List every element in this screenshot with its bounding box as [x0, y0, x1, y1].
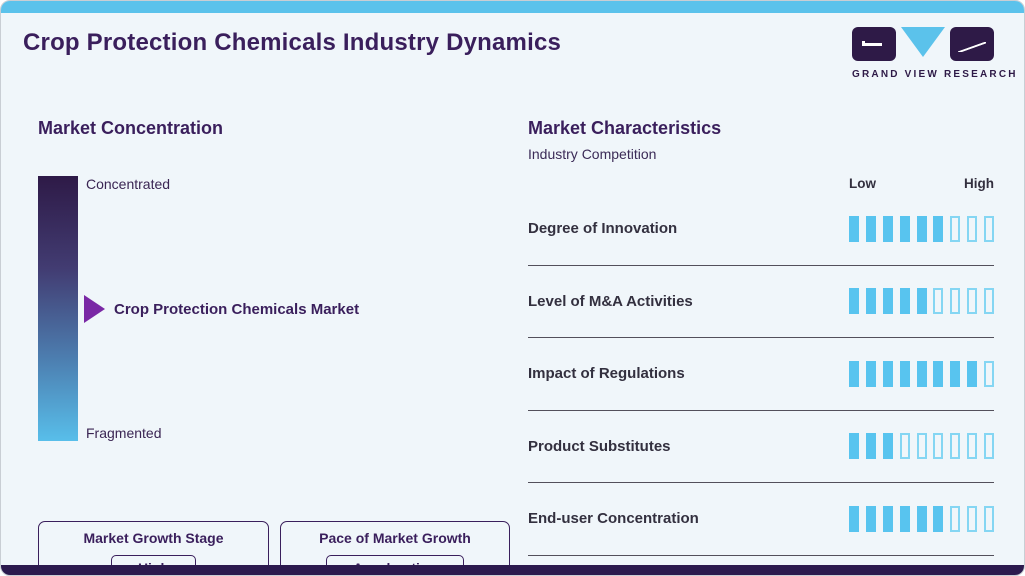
brand-logo: GRAND VIEW RESEARCH [852, 27, 1018, 80]
rating-segments [849, 360, 994, 387]
segment-empty [984, 360, 994, 387]
segment-filled [882, 433, 893, 460]
logo-marks [852, 27, 994, 63]
industry-competition-subtitle: Industry Competition [528, 146, 657, 162]
characteristic-row: Product Substitutes [528, 411, 994, 483]
market-concentration-heading: Market Concentration [38, 118, 224, 138]
segment-filled [865, 433, 876, 460]
segment-filled [849, 505, 859, 532]
segment-empty [933, 288, 944, 315]
segment-filled [849, 360, 859, 387]
segment-filled [916, 505, 927, 532]
characteristics-rows: Degree of Innovation Level of M&A Activit… [528, 193, 994, 556]
characteristic-label: Degree of Innovation [528, 220, 678, 238]
scale-low-label: Low [849, 176, 876, 191]
segment-filled [916, 360, 927, 387]
scale-high-label: High [964, 176, 994, 191]
growth-stage-title: Market Growth Stage [83, 530, 224, 546]
rating-segments [849, 433, 994, 460]
concentration-gauge: Concentrated Fragmented Crop Protection … [38, 176, 510, 575]
logo-r-icon [950, 27, 994, 61]
segment-empty [967, 505, 978, 532]
segment-empty [899, 433, 910, 460]
segment-filled [916, 288, 927, 315]
segment-filled [865, 505, 876, 532]
logo-brand-name: GRAND VIEW RESEARCH [852, 69, 1018, 80]
page-title: Crop Protection Chemicals Industry Dynam… [23, 29, 562, 56]
segment-filled [882, 360, 893, 387]
segment-filled [933, 505, 944, 532]
segment-filled [865, 360, 876, 387]
concentration-gradient-bar [38, 176, 78, 441]
segment-filled [882, 288, 893, 315]
segment-filled [916, 215, 927, 242]
segment-empty [967, 433, 978, 460]
segment-empty [916, 433, 927, 460]
segment-filled [899, 360, 910, 387]
logo-v-triangle-icon [901, 27, 945, 57]
segment-empty [984, 215, 994, 242]
rating-segments [849, 505, 994, 532]
segment-empty [967, 215, 978, 242]
segment-empty [984, 505, 994, 532]
segment-filled [865, 215, 876, 242]
segment-filled [933, 215, 944, 242]
segment-empty [950, 215, 961, 242]
scale-labels: Low High [849, 176, 994, 191]
segment-empty [967, 288, 978, 315]
segment-empty [950, 288, 961, 315]
segment-empty [933, 433, 944, 460]
segment-filled [950, 360, 961, 387]
market-characteristics-section: Market Characteristics Industry Competit… [528, 118, 994, 556]
characteristic-row: Degree of Innovation [528, 193, 994, 266]
segment-filled [849, 215, 859, 242]
rating-segments [849, 215, 994, 242]
segment-filled [882, 505, 893, 532]
segment-filled [933, 360, 944, 387]
segment-filled [882, 215, 893, 242]
market-concentration-section: Market Concentration Concentrated Fragme… [38, 118, 510, 575]
segment-empty [984, 288, 994, 315]
concentrated-label: Concentrated [86, 176, 171, 192]
segment-filled [899, 215, 910, 242]
logo-g-icon [852, 27, 896, 61]
market-position-marker: Crop Protection Chemicals Market [84, 295, 359, 323]
rating-segments [849, 288, 994, 315]
bottom-accent-bar [1, 565, 1024, 575]
top-accent-bar [1, 1, 1024, 13]
segment-filled [849, 288, 859, 315]
segment-empty [950, 433, 961, 460]
characteristic-label: Product Substitutes [528, 437, 671, 455]
characteristic-label: Impact of Regulations [528, 365, 685, 383]
market-marker-label: Crop Protection Chemicals Market [114, 300, 360, 318]
characteristic-label: Level of M&A Activities [528, 292, 693, 310]
fragmented-label: Fragmented [86, 425, 162, 441]
characteristic-row: Level of M&A Activities [528, 266, 994, 338]
characteristic-row: End-user Concentration [528, 483, 994, 556]
arrow-right-icon [84, 295, 105, 323]
segment-filled [865, 288, 876, 315]
segment-empty [950, 505, 961, 532]
segment-filled [967, 360, 978, 387]
segment-filled [899, 288, 910, 315]
characteristic-row: Impact of Regulations [528, 338, 994, 411]
segment-filled [899, 505, 910, 532]
characteristic-label: End-user Concentration [528, 510, 699, 528]
segment-filled [849, 433, 859, 460]
segment-empty [984, 433, 994, 460]
growth-pace-title: Pace of Market Growth [319, 530, 471, 546]
market-characteristics-heading: Market Characteristics [528, 118, 722, 138]
